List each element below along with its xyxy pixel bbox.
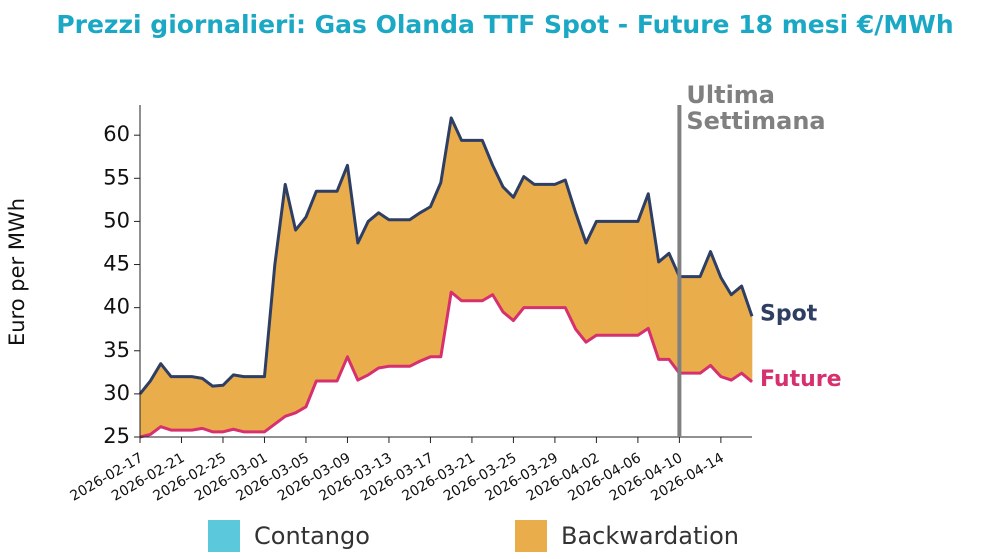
spread-area [523, 175, 535, 308]
series-label: Spot [760, 301, 818, 326]
spread-area [616, 221, 628, 336]
spread-area [305, 191, 317, 407]
series-label: Future [760, 367, 842, 392]
series-line [139, 290, 753, 439]
chart-title: Prezzi giornalieri: Gas Olanda TTF Spot … [56, 10, 953, 39]
series-line [138, 116, 754, 395]
annotation-text: Settimana [686, 107, 825, 135]
spread-area [399, 219, 410, 367]
legend-label: Contango [254, 522, 370, 550]
spread-area [658, 252, 670, 360]
spread-area [181, 376, 193, 431]
y-tick-label: 40 [103, 295, 130, 319]
spread-area [450, 117, 462, 302]
spread-area [295, 216, 307, 414]
spread-area [533, 184, 545, 308]
spread-area [316, 190, 328, 382]
spread-area [461, 140, 473, 302]
spread-area [430, 182, 442, 358]
spread-area [233, 374, 245, 433]
y-tick-label: 30 [103, 381, 130, 405]
spread-area [730, 285, 742, 381]
annotation-text: Ultima [686, 81, 775, 109]
y-tick-label: 55 [103, 165, 130, 189]
spread-area [326, 190, 338, 382]
spread-area [502, 186, 514, 322]
spread-area [689, 276, 701, 374]
spread-area [191, 376, 203, 431]
spread-area [554, 179, 566, 308]
spread-area [471, 140, 483, 302]
legend-label: Backwardation [561, 522, 739, 550]
spread-area [388, 219, 400, 367]
spread-area [212, 384, 224, 433]
spread-area [544, 184, 556, 308]
spread-area [606, 221, 618, 336]
legend-swatch [515, 520, 547, 552]
spread-area [492, 165, 504, 314]
y-tick-label: 45 [103, 252, 130, 276]
y-tick-label: 35 [103, 338, 130, 362]
legend-swatch [208, 520, 240, 552]
spread-area [378, 212, 390, 369]
spread-area [170, 376, 182, 431]
y-tick-label: 50 [103, 208, 130, 232]
spread-area [357, 221, 369, 381]
spread-area [419, 206, 431, 362]
spread-area [243, 376, 255, 433]
spread-area [336, 165, 348, 382]
spread-area [253, 376, 265, 433]
y-axis-label: Euro per MWh [5, 198, 29, 346]
y-tick-label: 60 [103, 122, 130, 146]
spread-area [596, 221, 608, 336]
spread-area [564, 179, 576, 330]
spread-area [627, 221, 639, 336]
spread-area [513, 176, 525, 322]
spread-area [409, 212, 421, 367]
y-tick-label: 25 [103, 424, 130, 448]
spread-area [367, 212, 379, 376]
